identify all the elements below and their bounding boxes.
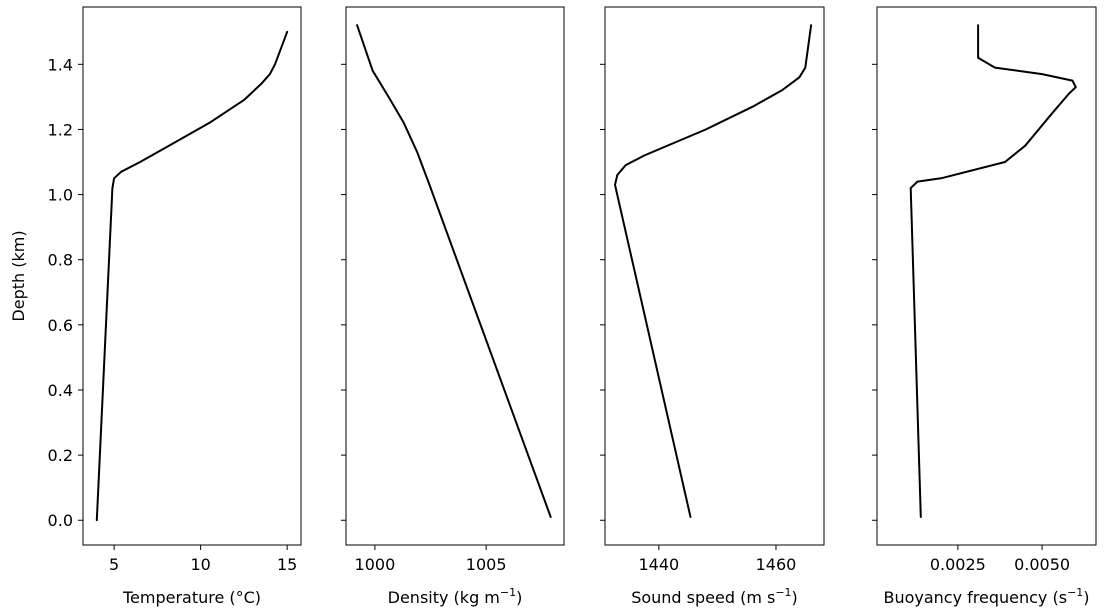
x-tick-label: 1440 <box>639 555 680 574</box>
x-tick-label: 0.0025 <box>930 555 986 574</box>
y-tick-label: 0.6 <box>48 316 73 335</box>
panel-1: 0.0 0.2 0.4 0.6 0.8 1.0 1.2 1.4 5 10 15 Temperature… <box>9 6 302 607</box>
y-tick-label: 0.8 <box>48 251 73 270</box>
panel-2: 1000 1005 Density (kg m−1) <box>341 6 565 607</box>
x-tick-label: 15 <box>277 555 297 574</box>
y-tick-label: 0.2 <box>48 446 73 465</box>
plot-frame-2 <box>345 6 565 546</box>
series-line-2 <box>356 24 552 518</box>
x-axis-label: Buoyancy frequency (s−1) <box>883 586 1089 607</box>
panel-3: 1440 1460 Sound speed (m s−1) <box>600 6 825 607</box>
series-line-3 <box>614 24 813 518</box>
x-tick-label: 5 <box>109 555 119 574</box>
plot-frame-1 <box>82 6 302 546</box>
y-tick-label: 1.2 <box>48 120 73 139</box>
series-line-1 <box>95 30 289 522</box>
x-tick-label: 1460 <box>756 555 797 574</box>
x-axis-label: Temperature (°C) <box>122 588 261 607</box>
plot-frame-4 <box>876 6 1097 546</box>
x-tick-label: 1000 <box>355 555 396 574</box>
x-tick-label: 10 <box>190 555 210 574</box>
panel-4: 0.0025 0.0050 Buoyancy frequency (s−1) <box>872 6 1097 607</box>
y-axis-label: Depth (km) <box>9 230 28 321</box>
y-tick-label: 1.0 <box>48 186 73 205</box>
plot-frame-3 <box>604 6 825 546</box>
series-line-4 <box>909 24 1077 518</box>
x-tick-label: 0.0050 <box>1014 555 1070 574</box>
x-axis-label: Sound speed (m s−1) <box>631 586 798 607</box>
x-axis-label: Density (kg m−1) <box>388 586 523 607</box>
x-tick-label: 1005 <box>466 555 507 574</box>
y-tick-label: 0.4 <box>48 381 73 400</box>
y-tick-label: 0.0 <box>48 511 73 530</box>
y-tick-label: 1.4 <box>48 55 73 74</box>
